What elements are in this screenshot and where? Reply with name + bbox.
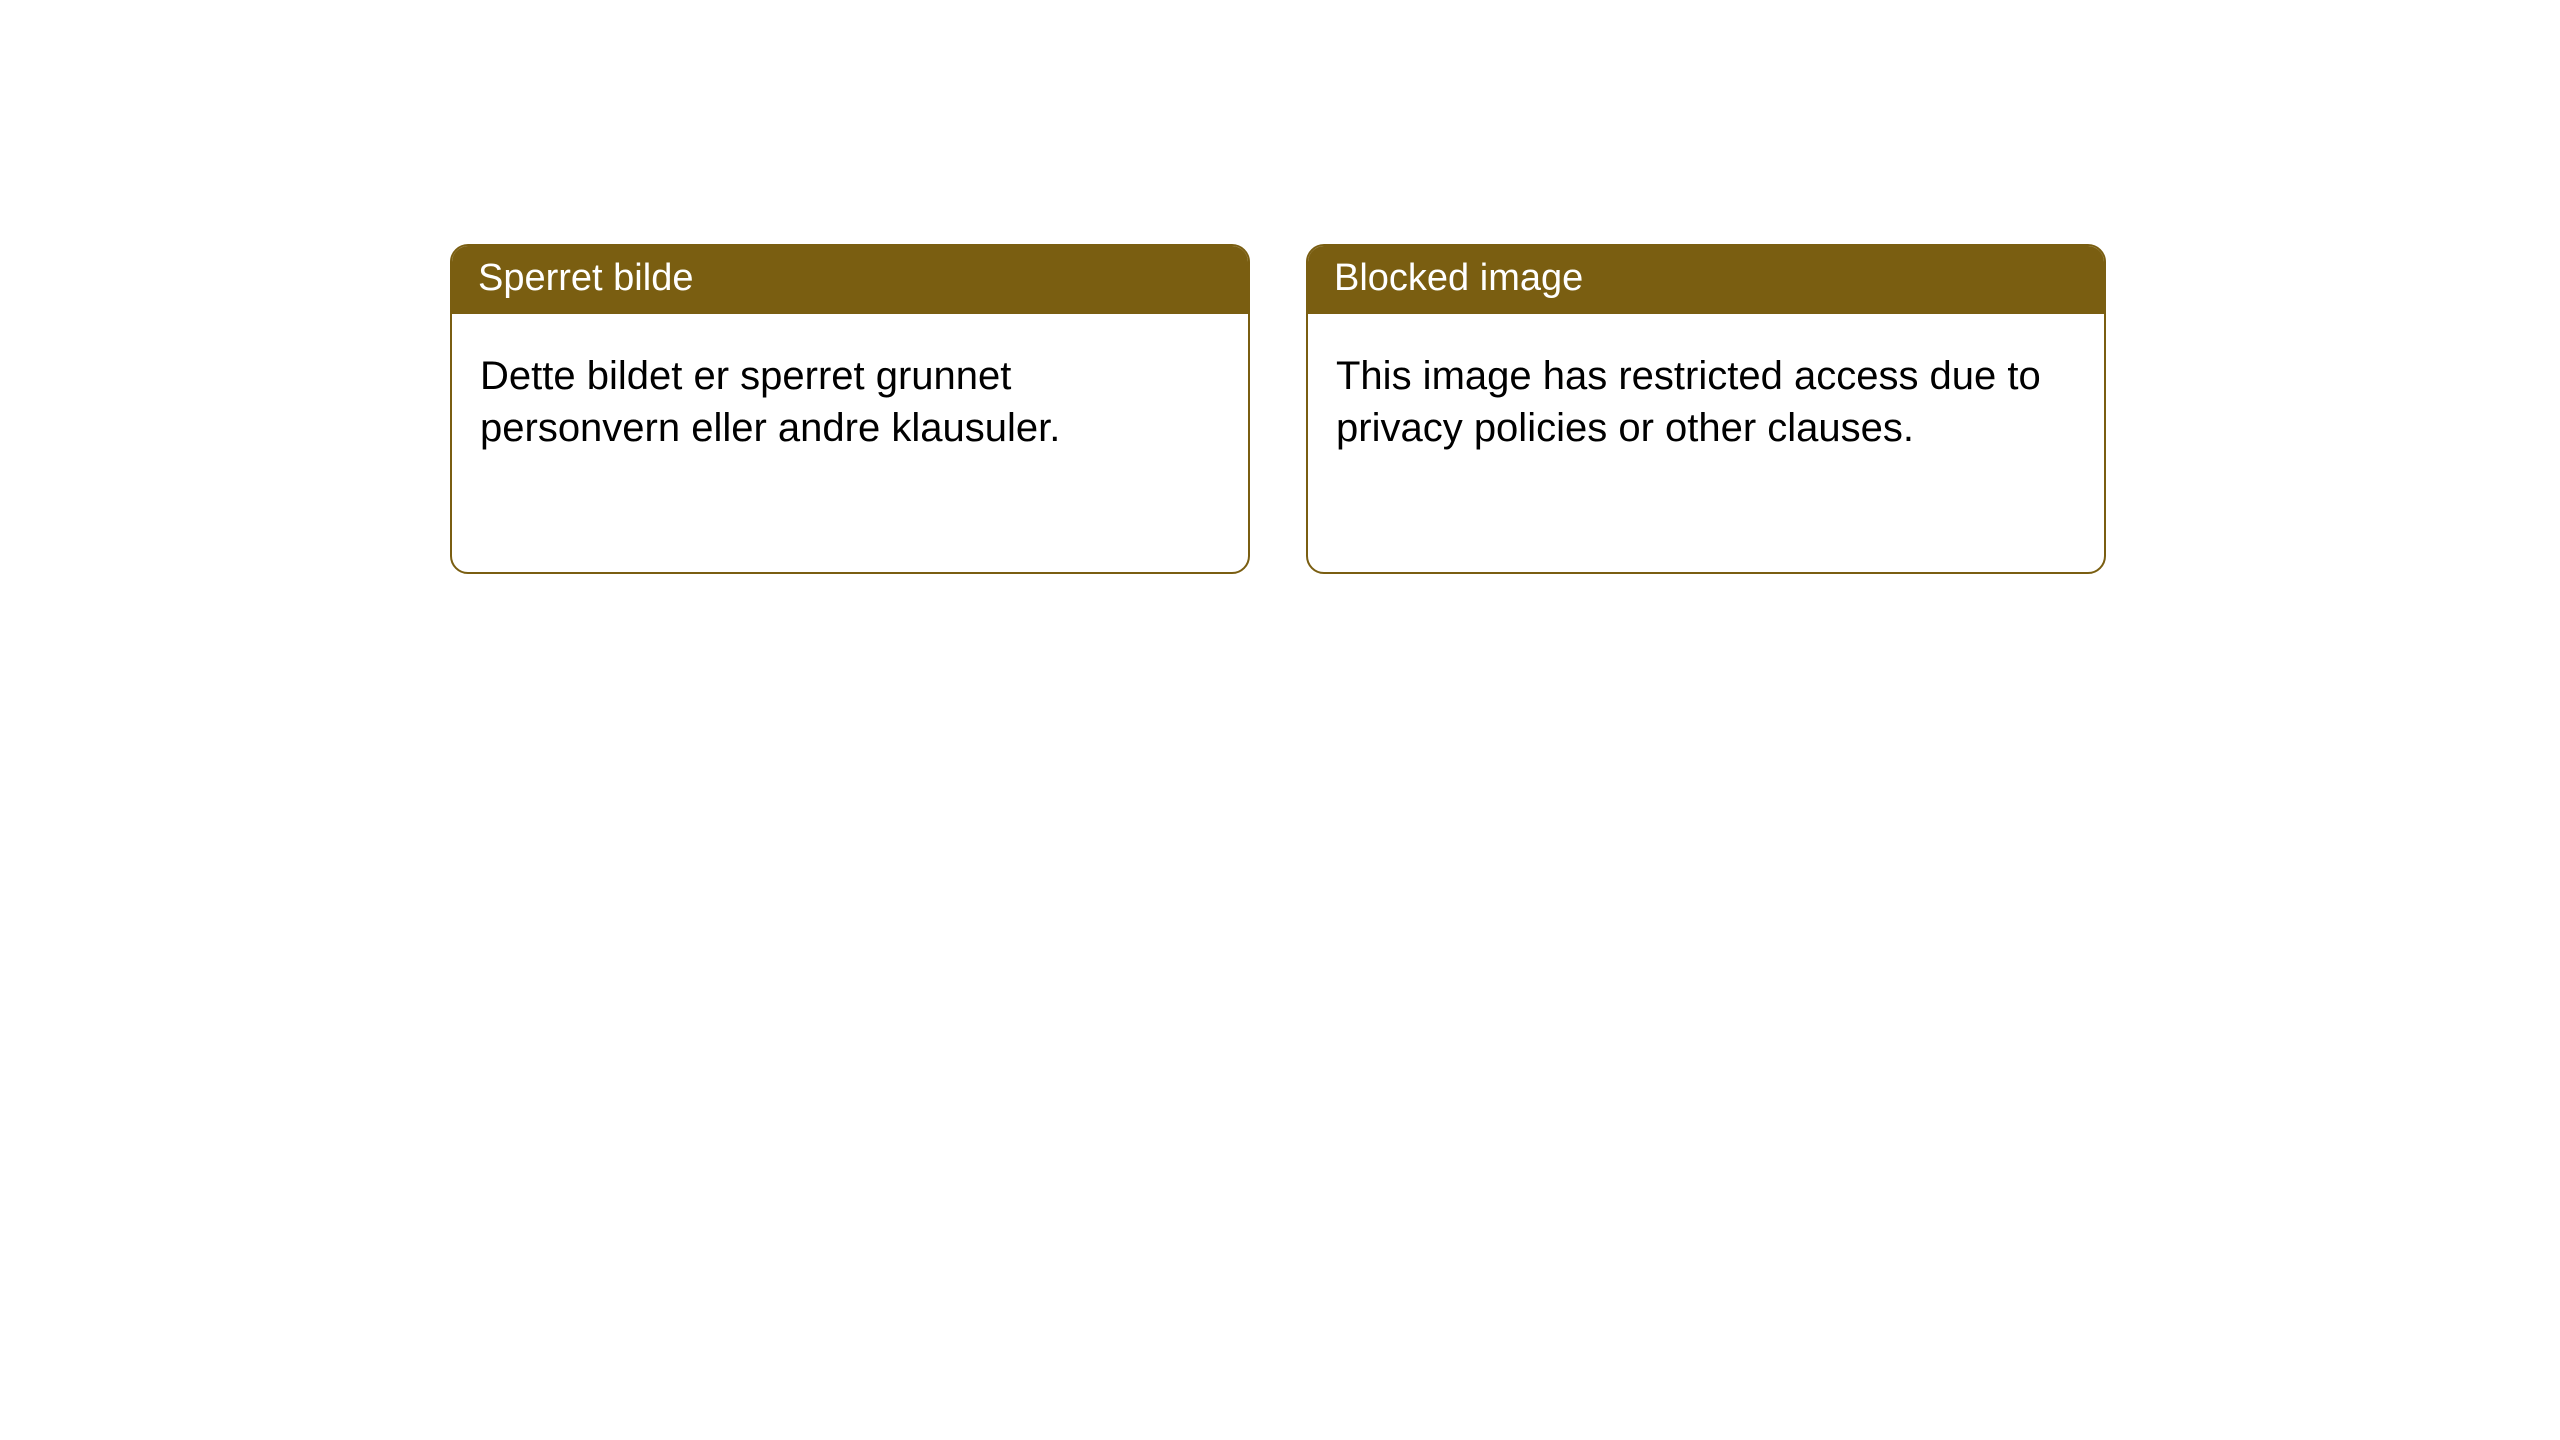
notice-box-norwegian: Sperret bilde Dette bildet er sperret gr… xyxy=(450,244,1250,574)
notice-header-english: Blocked image xyxy=(1308,246,2104,314)
notice-header-norwegian: Sperret bilde xyxy=(452,246,1248,314)
notice-box-english: Blocked image This image has restricted … xyxy=(1306,244,2106,574)
notice-body-norwegian: Dette bildet er sperret grunnet personve… xyxy=(452,314,1248,490)
notice-body-english: This image has restricted access due to … xyxy=(1308,314,2104,490)
notices-container: Sperret bilde Dette bildet er sperret gr… xyxy=(450,244,2106,574)
